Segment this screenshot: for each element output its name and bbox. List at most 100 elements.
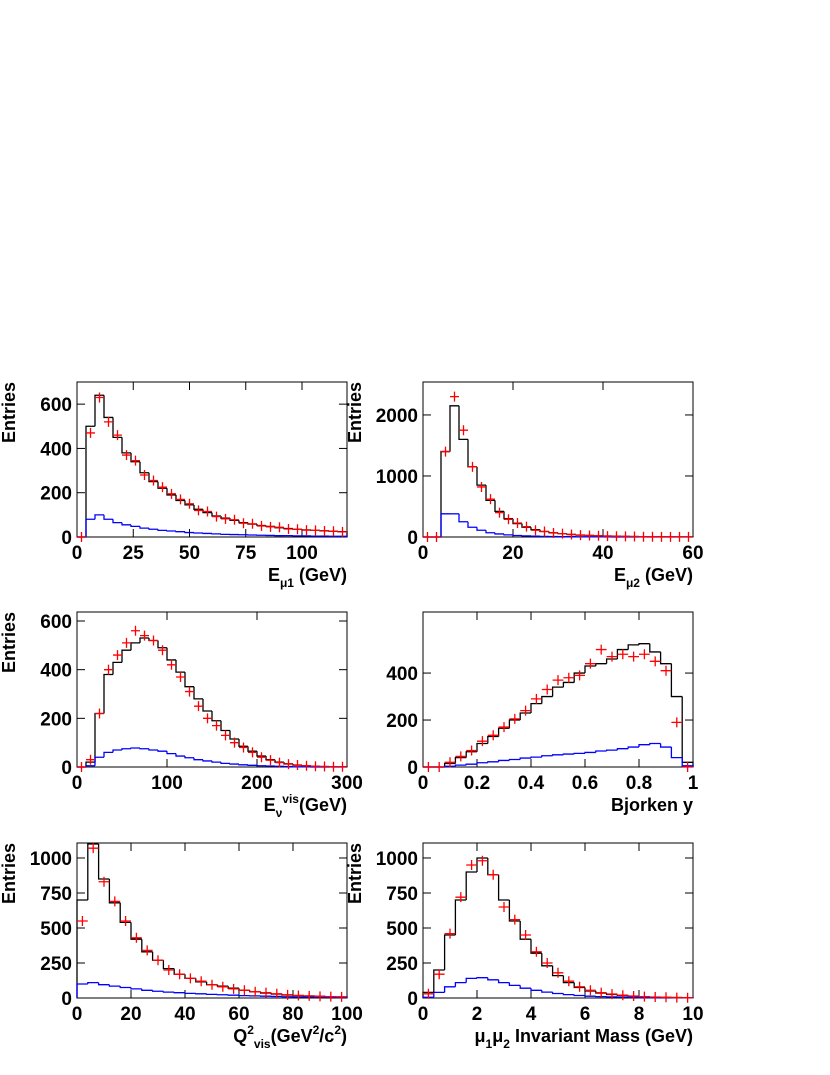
data-point: [122, 637, 131, 648]
data-point: [513, 517, 522, 528]
data-point: [612, 531, 621, 542]
x-tick-label: 75: [235, 543, 257, 564]
histogram-bin: [497, 759, 510, 762]
data-point: [87, 843, 99, 854]
y-tick-label: 600: [40, 612, 72, 633]
histogram-bin: [519, 920, 531, 940]
data-point: [217, 981, 229, 992]
data-point: [563, 672, 575, 683]
histogram-bin: [211, 512, 221, 517]
histogram-bin: [573, 994, 585, 997]
histogram-bin: [205, 993, 218, 996]
data-point: [152, 955, 164, 966]
data-point: [487, 730, 499, 741]
x-tick-label: 4: [526, 1004, 537, 1025]
data-point: [120, 915, 131, 926]
histogram-bin: [649, 643, 661, 653]
histogram-bin: [157, 640, 167, 649]
histogram-bin: [148, 748, 158, 751]
data-point: [325, 991, 337, 1002]
histogram-bin: [130, 747, 140, 749]
data-point: [563, 976, 575, 987]
histogram-bin: [121, 748, 131, 750]
data-point: [248, 747, 257, 758]
y-tick-label: 1000: [376, 467, 418, 488]
histogram-bin: [541, 990, 553, 993]
data-point: [230, 737, 239, 748]
data-point: [212, 720, 221, 731]
histogram-bin: [458, 405, 468, 441]
histogram-bin: [130, 642, 140, 651]
y-tick-label: 200: [40, 709, 72, 730]
histogram-bin: [121, 437, 131, 454]
x-axis-label: Eμ2 (GeV): [614, 565, 693, 590]
data-point: [284, 759, 293, 770]
x-axis-label-part: 2: [247, 1023, 254, 1037]
x-tick-label: 0: [72, 543, 83, 564]
histogram-bin: [530, 756, 542, 759]
data-point: [671, 992, 683, 1003]
y-tick-label: 750: [386, 884, 418, 905]
histogram-bin: [467, 521, 477, 528]
histogram-bin: [220, 762, 230, 764]
x-axis-label: μ1μ2 Invariant Mass (GeV): [475, 1026, 693, 1051]
data-point: [302, 760, 311, 771]
histogram-bin: [551, 686, 564, 697]
histogram-bin: [494, 500, 504, 513]
x-axis-label-part: E: [268, 565, 280, 585]
data-point: [239, 518, 248, 529]
histogram-bin: [616, 648, 629, 659]
histogram-bin: [112, 519, 122, 524]
data-point: [444, 757, 456, 768]
histogram-bin: [562, 681, 575, 688]
x-axis-label-part: vis: [282, 792, 299, 806]
y-tick-label: 0: [61, 758, 72, 779]
histogram-bin: [103, 395, 113, 419]
data-point: [585, 658, 596, 669]
data-point: [509, 914, 521, 925]
histogram-bin: [541, 953, 553, 967]
histogram-bin: [584, 987, 596, 992]
data-point: [666, 531, 675, 542]
x-axis-label-part: ν: [276, 806, 283, 820]
data-point: [109, 896, 121, 907]
histogram-bin: [541, 755, 553, 758]
histogram-bin: [487, 977, 499, 981]
histogram-bin: [422, 991, 434, 998]
histogram-bin: [454, 764, 467, 767]
data-point: [675, 531, 684, 542]
histogram-bin: [508, 982, 521, 987]
x-tick-label: 6: [580, 1004, 591, 1025]
histogram-bin: [443, 986, 456, 993]
data-point: [338, 526, 347, 537]
histogram-bin: [112, 661, 122, 675]
x-axis-label-part: 2: [313, 1023, 320, 1037]
data-point: [509, 713, 521, 724]
data-point: [585, 530, 594, 541]
data-point: [149, 475, 158, 486]
x-tick-label: 0.6: [572, 773, 598, 794]
data-point: [266, 521, 275, 532]
histogram-bin: [465, 751, 477, 758]
data-point: [203, 713, 212, 724]
data-point: [293, 760, 302, 771]
histogram-bin: [166, 647, 176, 661]
histogram-bin: [121, 649, 131, 663]
histogram-bin: [76, 983, 88, 998]
histogram-bin: [130, 524, 140, 528]
histogram-bin: [121, 522, 131, 526]
y-axis-label: Entries: [0, 843, 19, 904]
histogram-bin: [103, 673, 113, 714]
x-tick-label: 8: [634, 1004, 645, 1025]
x-tick-label: 60: [682, 543, 703, 564]
histogram-bin: [659, 651, 672, 665]
data-point: [504, 514, 513, 525]
data-point: [606, 651, 618, 662]
data-point: [282, 989, 293, 1000]
y-axis-label: Entries: [345, 382, 365, 443]
data-point: [77, 915, 88, 926]
histogram-bin: [184, 500, 194, 506]
histogram-bin: [87, 843, 99, 900]
data-point: [541, 684, 553, 695]
data-point: [477, 736, 488, 747]
